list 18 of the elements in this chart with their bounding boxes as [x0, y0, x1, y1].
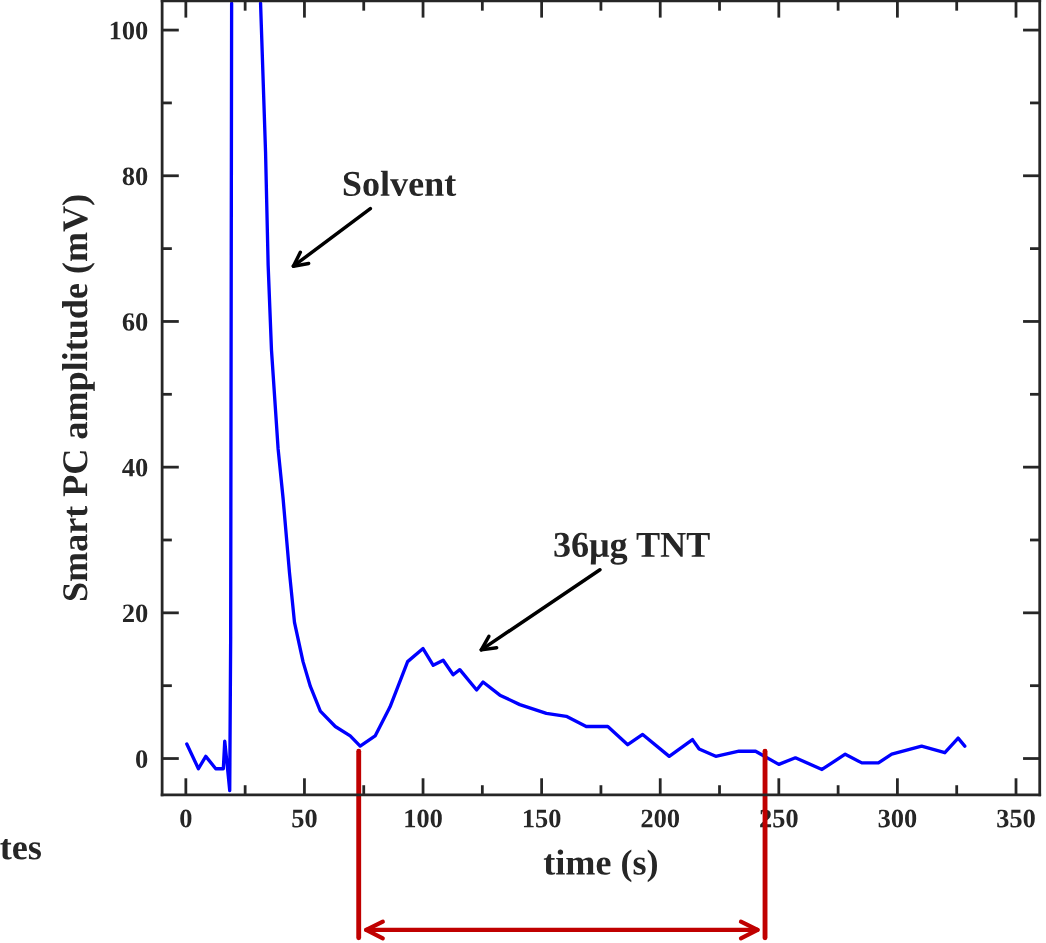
y-tick-label: 20: [122, 604, 148, 623]
y-tick-label: 80: [122, 167, 148, 186]
x-tick-label: 200: [641, 809, 680, 828]
x-tick-label: 0: [180, 809, 192, 828]
annotation: 36μg TNT: [554, 532, 710, 565]
x-axis-title: time (s): [543, 849, 657, 883]
text: tes: [0, 838, 41, 860]
y-axis-title: Smart PC amplitude (mV): [62, 195, 95, 601]
y-tick-label: 100: [110, 21, 148, 40]
x-tick-label: 50: [292, 809, 317, 828]
y-tick-label: 40: [122, 458, 148, 477]
x-tick-label: 150: [523, 809, 561, 828]
y-tick-label: 0: [136, 750, 148, 768]
annotation: Solvent: [343, 170, 457, 197]
x-tick-label: 350: [997, 809, 1035, 828]
y-tick-label: 60: [122, 313, 148, 331]
x-tick-label: 300: [878, 809, 917, 828]
x-tick-label: 100: [405, 809, 442, 828]
